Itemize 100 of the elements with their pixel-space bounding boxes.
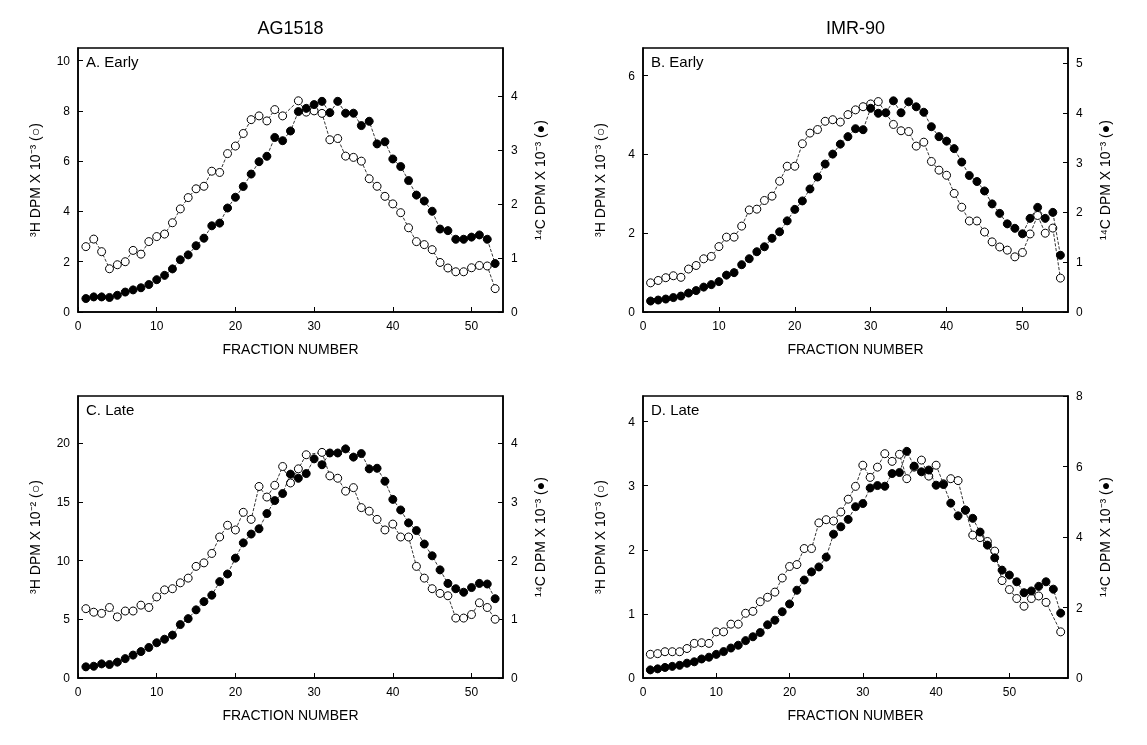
point bbox=[1017, 248, 1027, 257]
point bbox=[207, 590, 217, 600]
point bbox=[286, 469, 295, 479]
point bbox=[89, 661, 99, 671]
point bbox=[167, 584, 177, 594]
point bbox=[286, 126, 295, 136]
point bbox=[317, 460, 327, 470]
y2-tick-label: 5 bbox=[1076, 55, 1083, 70]
point bbox=[926, 156, 936, 166]
point bbox=[175, 620, 185, 630]
point bbox=[175, 255, 185, 265]
point bbox=[435, 588, 445, 598]
y2-tick-label: 4 bbox=[1076, 105, 1083, 120]
point bbox=[828, 115, 838, 125]
point bbox=[183, 250, 193, 260]
point bbox=[733, 619, 743, 629]
annotation: B. Early bbox=[651, 53, 705, 70]
point bbox=[341, 108, 351, 118]
y2-tick-label: 1 bbox=[1076, 255, 1083, 270]
point bbox=[675, 660, 685, 670]
point bbox=[858, 499, 868, 509]
point bbox=[411, 237, 421, 247]
point bbox=[836, 507, 846, 517]
y-tick-label: 0 bbox=[628, 671, 636, 685]
point bbox=[660, 662, 670, 672]
point bbox=[325, 471, 335, 481]
point bbox=[270, 480, 280, 490]
point bbox=[254, 481, 264, 491]
point bbox=[167, 218, 177, 228]
point bbox=[474, 598, 484, 608]
point bbox=[419, 240, 429, 250]
point bbox=[183, 614, 193, 624]
point bbox=[843, 514, 853, 524]
y-axis-title: ³H DPM X 10⁻² (○) bbox=[27, 480, 43, 594]
point bbox=[388, 199, 398, 209]
point bbox=[704, 652, 714, 662]
point bbox=[104, 659, 114, 669]
point bbox=[1012, 577, 1022, 587]
point bbox=[729, 268, 739, 278]
point bbox=[144, 280, 154, 290]
point bbox=[1055, 250, 1065, 260]
y-tick-label: 10 bbox=[56, 553, 71, 568]
point bbox=[691, 261, 701, 270]
point bbox=[404, 518, 414, 528]
point bbox=[474, 230, 484, 240]
point bbox=[482, 234, 492, 244]
point bbox=[191, 241, 201, 251]
point bbox=[667, 661, 677, 671]
point bbox=[982, 540, 992, 550]
point bbox=[293, 107, 303, 117]
point bbox=[865, 472, 875, 482]
point bbox=[128, 606, 138, 616]
point bbox=[902, 446, 912, 456]
point bbox=[777, 607, 787, 617]
point bbox=[380, 525, 390, 535]
point bbox=[829, 529, 839, 539]
point bbox=[997, 576, 1007, 586]
point bbox=[820, 116, 830, 126]
point bbox=[714, 242, 724, 252]
point bbox=[691, 286, 701, 296]
x-tick-label: 20 bbox=[228, 685, 243, 699]
point bbox=[799, 544, 809, 554]
y2-tick-label: 2 bbox=[511, 553, 518, 568]
point bbox=[748, 632, 758, 642]
point bbox=[404, 176, 414, 186]
point bbox=[836, 522, 846, 532]
point bbox=[333, 473, 343, 483]
point bbox=[661, 273, 671, 283]
point bbox=[646, 278, 656, 288]
point bbox=[682, 658, 692, 668]
point bbox=[1025, 213, 1035, 223]
point bbox=[404, 223, 414, 233]
point bbox=[931, 480, 941, 490]
point bbox=[341, 486, 351, 496]
point bbox=[829, 516, 839, 526]
point bbox=[767, 233, 777, 243]
chart-title: IMR-90 bbox=[825, 18, 886, 38]
point bbox=[341, 444, 351, 454]
point bbox=[89, 292, 99, 302]
point bbox=[995, 242, 1005, 252]
point bbox=[97, 247, 107, 257]
point bbox=[348, 452, 358, 462]
y-axis-title: ³H DPM X 10⁻³ (○) bbox=[27, 123, 43, 237]
x-tick-label: 40 bbox=[939, 319, 954, 333]
point bbox=[459, 587, 469, 597]
point bbox=[396, 208, 406, 218]
point bbox=[873, 97, 883, 107]
point bbox=[726, 643, 736, 653]
point bbox=[767, 191, 777, 201]
point bbox=[697, 638, 707, 648]
point bbox=[238, 507, 248, 517]
point bbox=[388, 154, 398, 164]
point bbox=[792, 585, 802, 595]
point bbox=[144, 603, 154, 612]
point bbox=[419, 539, 429, 549]
y2-tick-label: 4 bbox=[511, 436, 518, 450]
point bbox=[89, 607, 99, 617]
point bbox=[721, 270, 731, 280]
point bbox=[953, 476, 963, 486]
point bbox=[990, 553, 1000, 563]
